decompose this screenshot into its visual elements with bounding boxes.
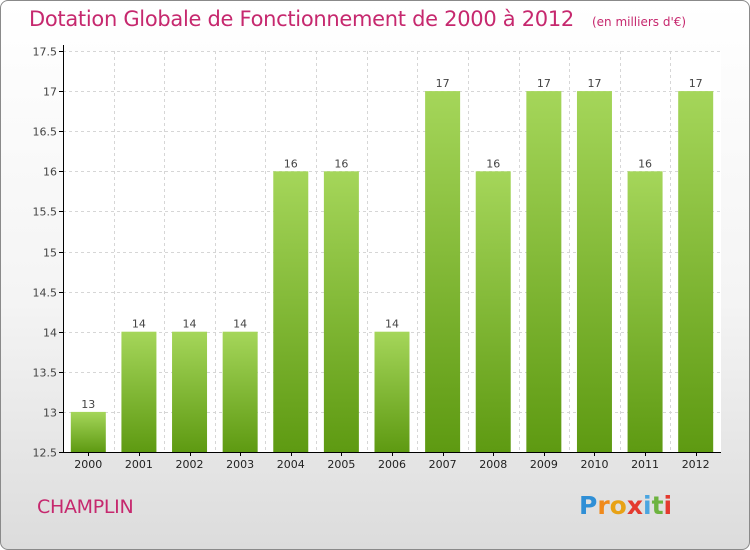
commune-name: CHAMPLIN xyxy=(37,496,134,518)
logo-letter: P xyxy=(579,491,598,520)
logo-letter: i xyxy=(663,491,673,520)
bar xyxy=(576,91,612,452)
y-tick-label: 12.5 xyxy=(33,447,58,460)
data-label: 13 xyxy=(81,398,95,411)
data-label: 17 xyxy=(587,77,601,90)
bar xyxy=(323,171,359,453)
x-tick-label: 2003 xyxy=(226,458,254,471)
x-tick-label: 2006 xyxy=(378,458,406,471)
bar xyxy=(172,331,208,452)
bar xyxy=(273,171,309,453)
data-label: 16 xyxy=(284,157,298,170)
data-label: 14 xyxy=(183,318,197,331)
bar xyxy=(475,171,511,453)
x-tick-label: 2007 xyxy=(429,458,457,471)
data-label: 17 xyxy=(537,77,551,90)
x-tick-label: 2001 xyxy=(125,458,153,471)
title-unit: (en milliers d'€) xyxy=(591,15,687,29)
x-tick-label: 2000 xyxy=(74,458,102,471)
title-text: Dotation Globale de Fonctionnement de 20… xyxy=(29,7,574,31)
proxiti-logo: Proxiti xyxy=(579,491,672,520)
bar xyxy=(425,91,461,452)
bar xyxy=(374,331,410,452)
x-tick-label: 2008 xyxy=(479,458,507,471)
logo-letter: o xyxy=(609,491,627,520)
x-tick-label: 2012 xyxy=(682,458,710,471)
bar xyxy=(627,171,663,453)
y-tick-label: 16.5 xyxy=(33,126,58,139)
logo-letter: r xyxy=(597,491,610,520)
x-tick-label: 2011 xyxy=(631,458,659,471)
logo-letter: i xyxy=(643,491,652,520)
bar xyxy=(222,331,258,452)
data-label: 14 xyxy=(385,318,399,331)
data-label: 14 xyxy=(132,318,146,331)
data-label: 14 xyxy=(233,318,247,331)
data-label: 17 xyxy=(436,77,450,90)
y-tick-label: 13 xyxy=(43,407,57,420)
y-tick-label: 15 xyxy=(43,247,57,260)
x-tick-label: 2002 xyxy=(176,458,204,471)
logo-letter: t xyxy=(651,491,664,520)
data-label: 16 xyxy=(486,157,500,170)
y-tick-label: 14 xyxy=(43,327,57,340)
x-tick-label: 2010 xyxy=(580,458,608,471)
y-tick-label: 14.5 xyxy=(33,287,58,300)
data-label: 17 xyxy=(689,77,703,90)
y-tick-label: 17 xyxy=(43,86,57,99)
y-tick-label: 15.5 xyxy=(33,206,58,219)
x-tick-label: 2009 xyxy=(530,458,558,471)
bar xyxy=(121,331,157,452)
y-tick-label: 13.5 xyxy=(33,367,58,380)
chart-title: Dotation Globale de Fonctionnement de 20… xyxy=(29,7,686,31)
y-tick-label: 16 xyxy=(43,166,57,179)
logo-letter: x xyxy=(626,491,643,520)
y-tick-label: 17.5 xyxy=(33,46,58,59)
bar xyxy=(678,91,714,452)
bar xyxy=(70,411,106,452)
x-tick-label: 2005 xyxy=(327,458,355,471)
data-label: 16 xyxy=(334,157,348,170)
bar xyxy=(526,91,562,452)
data-label: 16 xyxy=(638,157,652,170)
x-tick-label: 2004 xyxy=(277,458,305,471)
